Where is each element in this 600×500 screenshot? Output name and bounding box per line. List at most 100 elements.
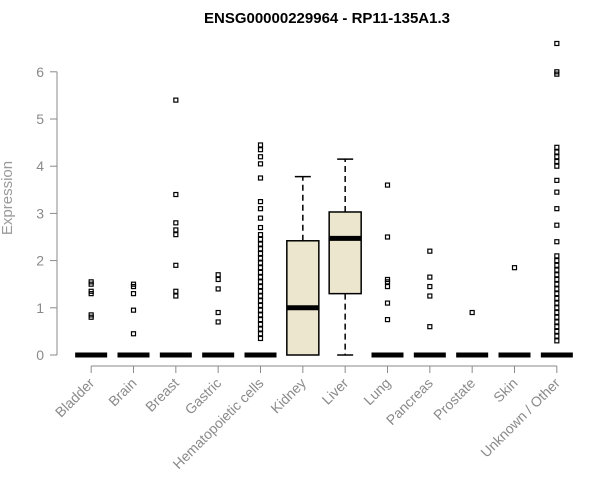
y-tick-label: 3 <box>36 205 44 221</box>
outlier-point <box>215 272 221 278</box>
outlier-point <box>88 312 94 318</box>
outlier-point <box>130 291 137 297</box>
box-group <box>413 248 446 358</box>
outlier-point <box>257 265 264 271</box>
outlier-point <box>257 154 264 160</box>
box-iqr <box>328 211 362 295</box>
outlier-point <box>173 220 179 226</box>
outlier-point <box>554 324 560 330</box>
outlier-point <box>257 199 264 205</box>
outlier-point <box>173 97 179 103</box>
outlier-point <box>554 328 560 334</box>
outlier-point <box>173 232 179 238</box>
outlier-point <box>257 317 264 323</box>
outlier-point <box>257 312 264 318</box>
outlier-point <box>257 175 264 181</box>
outlier-point <box>554 149 560 155</box>
outlier-point <box>554 281 560 287</box>
box-group <box>244 142 277 358</box>
outlier-point <box>554 258 560 264</box>
outlier-point <box>257 331 264 337</box>
outlier-point <box>257 307 264 313</box>
outlier-point <box>257 224 264 231</box>
outlier-point <box>257 269 264 275</box>
outlier-point <box>384 300 391 306</box>
outlier-point <box>173 288 179 294</box>
outlier-point <box>554 314 560 320</box>
outlier-point <box>215 286 221 292</box>
outlier-point <box>554 206 560 212</box>
outlier-point <box>384 283 391 290</box>
outlier-point <box>257 293 264 299</box>
outlier-point <box>215 309 221 316</box>
outlier-point <box>554 253 560 259</box>
outlier-point <box>173 262 179 268</box>
outlier-point <box>554 144 560 150</box>
x-tick-label: Kidney <box>267 375 309 417</box>
outlier-point <box>554 40 560 47</box>
outlier-point <box>384 182 391 188</box>
outlier-point <box>554 300 560 306</box>
outlier-point <box>554 163 560 169</box>
box-group <box>286 175 320 356</box>
x-tick-label: Lung <box>360 375 393 408</box>
outlier-point <box>257 206 264 212</box>
y-axis-title: Expression <box>0 161 16 235</box>
outlier-point <box>427 324 433 330</box>
box-plots <box>75 40 573 358</box>
box-group <box>540 40 573 358</box>
outlier-point <box>384 317 391 323</box>
outlier-point <box>257 283 264 290</box>
box-group <box>75 279 108 358</box>
x-tick-label: Prostate <box>430 375 478 423</box>
outlier-point <box>257 326 264 332</box>
outlier-point <box>554 69 560 75</box>
x-tick-label: Breast <box>142 375 182 415</box>
outlier-point <box>257 246 264 252</box>
outlier-point <box>554 239 560 245</box>
x-tick-label: Liver <box>319 375 352 408</box>
outlier-point <box>554 309 560 316</box>
x-tick-label: Brain <box>105 375 139 409</box>
box-group <box>371 182 404 358</box>
outlier-point <box>215 319 221 325</box>
outlier-point <box>257 215 264 221</box>
outlier-point <box>257 298 264 304</box>
outlier-point <box>215 276 221 283</box>
x-tick-label: Unknown / Other <box>477 375 563 461</box>
outlier-point <box>384 234 391 240</box>
box-group <box>202 272 235 358</box>
outlier-point <box>257 288 264 294</box>
outlier-point <box>257 236 264 242</box>
outlier-point <box>257 241 264 247</box>
outlier-point <box>554 222 560 228</box>
outlier-point <box>554 262 560 268</box>
y-axis: 0 1 2 3 4 5 6 <box>36 64 58 363</box>
y-tick-label: 4 <box>36 158 44 174</box>
y-tick-label: 5 <box>36 111 44 127</box>
outlier-point <box>88 288 94 294</box>
outlier-point <box>173 227 179 233</box>
outlier-point <box>130 331 137 337</box>
outlier-point <box>257 260 264 266</box>
outlier-point <box>257 232 264 238</box>
outlier-point <box>469 309 475 316</box>
box-group <box>159 97 192 358</box>
outlier-point <box>257 147 264 153</box>
outlier-point <box>257 302 264 309</box>
outlier-point <box>257 142 264 148</box>
outlier-point <box>554 295 560 301</box>
outlier-point <box>173 293 179 299</box>
outlier-point <box>554 305 560 311</box>
outlier-point <box>173 191 179 198</box>
outlier-point <box>554 338 560 344</box>
outlier-point <box>427 293 433 299</box>
box-group <box>328 158 362 356</box>
outlier-point <box>257 335 264 342</box>
y-tick-label: 6 <box>36 64 44 80</box>
outlier-point <box>88 279 94 285</box>
outlier-point <box>511 265 518 271</box>
outlier-point <box>554 333 560 339</box>
